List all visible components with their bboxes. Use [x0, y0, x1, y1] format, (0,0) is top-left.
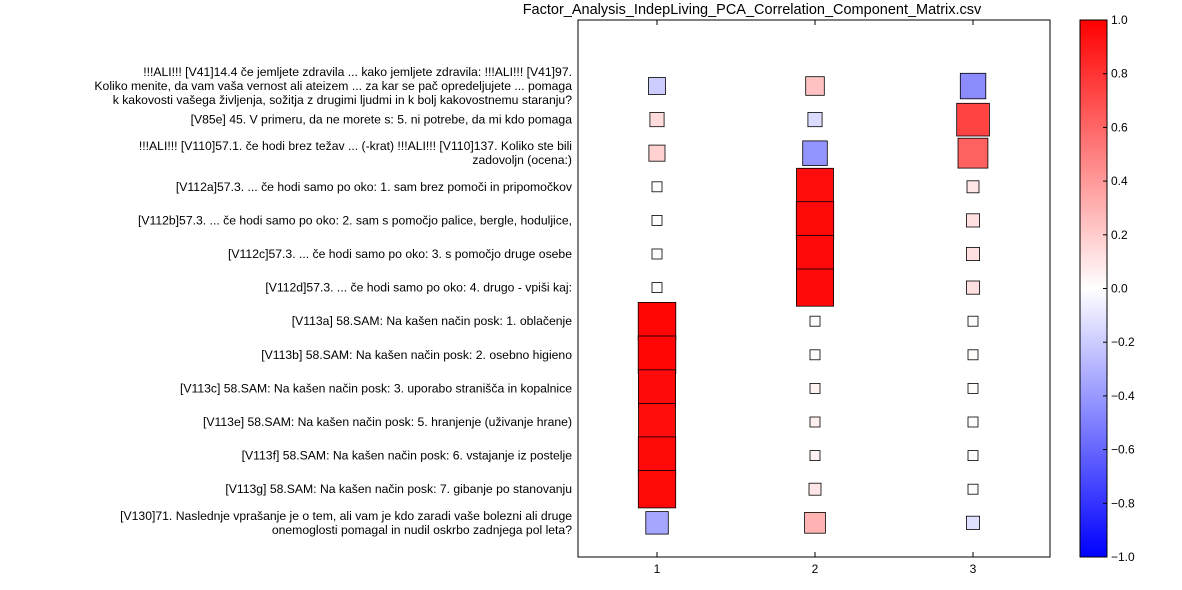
cell-marker	[648, 144, 666, 162]
cell-marker	[638, 369, 677, 408]
row-label-line: [V113a] 58.SAM: Na kašen način posk: 1. …	[292, 314, 572, 328]
cell-marker	[966, 246, 981, 261]
cell-marker	[967, 315, 979, 327]
row-label-line: k kakovosti vašega življenja, sožitja z …	[113, 93, 572, 107]
row-label: [V113c] 58.SAM: Na kašen način posk: 3. …	[180, 381, 572, 395]
row-label: [V113e] 58.SAM: Na kašen način posk: 5. …	[203, 415, 572, 429]
x-axis-ticks: 1 2 3	[654, 20, 977, 576]
cell-marker	[649, 112, 665, 128]
row-label: [V113g] 58.SAM: Na kašen način posk: 7. …	[225, 482, 572, 496]
row-label: !!!ALI!!! [V41]14.4 če jemljete zdravila…	[94, 65, 572, 107]
colorbar-tick-label: 0.2	[1111, 228, 1128, 242]
cell-marker	[648, 77, 666, 95]
row-label-line: [V130]71. Naslednje vprašanje je o tem, …	[120, 509, 572, 523]
row-label-line: [V113b] 58.SAM: Na kašen način posk: 2. …	[261, 348, 572, 362]
row-label-line: Koliko menite, da vam vaša vernost ali a…	[94, 79, 572, 93]
cell-marker	[651, 282, 663, 294]
row-label-line: onemoglosti pomagal in nudil oskrbo zadn…	[272, 523, 572, 537]
row-label: [V112d]57.3. ... če hodi samo po oko: 4.…	[265, 281, 572, 295]
colorbar-tick-label: 1.0	[1111, 13, 1128, 27]
cell-marker	[809, 450, 821, 462]
row-label-line: !!!ALI!!! [V110]57.1. če hodi brez težav…	[139, 139, 572, 153]
cell-marker	[637, 301, 677, 341]
cell-marker	[966, 180, 980, 194]
cell-marker	[967, 349, 979, 361]
row-label-line: [V85e] 45. V primeru, da ne morete s: 5.…	[191, 113, 573, 127]
cell-marker	[808, 482, 822, 496]
colorbar-tick-label: 0.4	[1111, 174, 1128, 188]
cell-marker	[796, 167, 834, 206]
chart-title: Factor_Analysis_IndepLiving_PCA_Correlat…	[523, 2, 982, 18]
row-label-line: [V113e] 58.SAM: Na kašen način posk: 5. …	[203, 415, 572, 429]
row-label-line: [V113f] 58.SAM: Na kašen način posk: 6. …	[242, 449, 573, 463]
row-label-line: [V112d]57.3. ... če hodi samo po oko: 4.…	[265, 281, 572, 295]
row-label-line: zadovoljn (ocena:)	[472, 153, 572, 167]
cell-marker	[805, 76, 825, 96]
cell-marker	[966, 213, 981, 228]
row-label: [V113b] 58.SAM: Na kašen način posk: 2. …	[261, 348, 572, 362]
colorbar-ticks: −1.0 −0.8 −0.6 −0.4 −0.2 0.0 0.2 0.4 0.6 0.8 1.0	[1103, 13, 1135, 564]
cell-marker	[967, 450, 979, 462]
cell-marker	[795, 201, 835, 240]
row-label: [V85e] 45. V primeru, da ne morete s: 5.…	[191, 113, 573, 127]
cell-marker	[809, 315, 821, 327]
cell-marker	[645, 511, 669, 535]
cell-marker	[804, 512, 826, 534]
cell-marker	[802, 140, 828, 166]
colorbar-tick-label: −0.8	[1111, 496, 1135, 510]
row-label: [V112a]57.3. ... če hodi samo po oko: 1.…	[176, 180, 573, 194]
colorbar-tick-label: −1.0	[1111, 550, 1135, 564]
row-label-line: [V112b]57.3. ... če hodi samo po oko: 2.…	[138, 213, 572, 227]
row-label-line: !!!ALI!!! [V41]14.4 če jemljete zdravila…	[143, 65, 572, 79]
colorbar-tick-label: 0.0	[1111, 282, 1128, 296]
cell-marker	[959, 72, 987, 100]
cell-marker	[967, 416, 979, 428]
cell-marker	[967, 483, 979, 495]
colorbar-tick-label: −0.6	[1111, 443, 1135, 457]
cell-marker	[957, 137, 989, 169]
cell-marker	[967, 382, 979, 394]
row-label: [V130]71. Naslednje vprašanje je o tem, …	[120, 509, 572, 537]
cell-marker	[807, 112, 823, 128]
cell-marker	[796, 268, 835, 307]
cell-marker	[637, 335, 677, 374]
x-tick-label: 2	[812, 562, 819, 576]
colorbar	[1079, 19, 1108, 558]
cell-marker	[796, 234, 835, 273]
cell-marker	[651, 181, 663, 193]
cell-marker	[966, 515, 981, 530]
row-label: [V113a] 58.SAM: Na kašen način posk: 1. …	[292, 314, 572, 328]
cell-marker	[638, 403, 676, 441]
colorbar-tick-label: 0.6	[1111, 120, 1128, 134]
row-label: [V112b]57.3. ... če hodi samo po oko: 2.…	[138, 213, 572, 227]
row-label-line: [V113c] 58.SAM: Na kašen način posk: 3. …	[180, 381, 572, 395]
cell-marker	[651, 248, 663, 260]
row-label: !!!ALI!!! [V110]57.1. če hodi brez težav…	[139, 139, 572, 167]
colorbar-tick-label: 0.8	[1111, 67, 1128, 81]
row-label-line: [V112a]57.3. ... če hodi samo po oko: 1.…	[176, 180, 573, 194]
cell-marker	[637, 436, 677, 475]
cell-marker	[966, 280, 981, 295]
plot-frame	[577, 19, 1051, 558]
row-label: [V113f] 58.SAM: Na kašen način posk: 6. …	[242, 449, 573, 463]
cell-marker	[809, 416, 821, 428]
row-label: [V112c]57.3. ... če hodi samo po oko: 3.…	[228, 247, 572, 261]
cell-marker	[809, 382, 821, 394]
row-label-line: [V112c]57.3. ... če hodi samo po oko: 3.…	[228, 247, 572, 261]
colorbar-tick-label: −0.2	[1111, 335, 1135, 349]
cell-marker	[956, 102, 990, 137]
cell-marker	[809, 349, 821, 361]
cell-markers	[637, 72, 990, 535]
cell-marker	[637, 470, 677, 509]
x-tick-label: 1	[654, 562, 661, 576]
row-label-line: [V113g] 58.SAM: Na kašen način posk: 7. …	[225, 482, 572, 496]
x-tick-label: 3	[970, 562, 977, 576]
colorbar-tick-label: −0.4	[1111, 389, 1135, 403]
row-labels: !!!ALI!!! [V41]14.4 če jemljete zdravila…	[94, 65, 572, 537]
cell-marker	[651, 214, 663, 226]
